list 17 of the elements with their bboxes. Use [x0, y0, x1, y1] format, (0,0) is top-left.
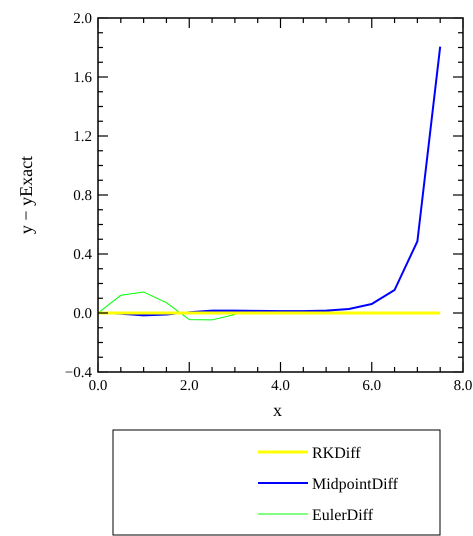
y-tick-label: 0.0: [73, 306, 92, 322]
legend-label: RKDiff: [312, 445, 362, 462]
x-tick-label: 0.0: [88, 378, 108, 394]
x-tick-label: 8.0: [454, 378, 472, 394]
legend-label: MidpointDiff: [312, 476, 399, 493]
x-tick-label: 2.0: [180, 378, 199, 394]
x-axis-title: x: [273, 400, 282, 420]
y-tick-label: 1.6: [73, 70, 92, 86]
y-tick-label: 0.8: [73, 188, 92, 204]
x-tick-label: 6.0: [362, 378, 382, 394]
y-tick-label: 2.0: [73, 11, 92, 27]
y-axis-title: y − yExact: [16, 156, 36, 234]
y-tick-label: −0.4: [64, 365, 92, 381]
legend-label: EulerDiff: [312, 507, 374, 524]
y-tick-label: 0.4: [73, 247, 92, 263]
y-tick-label: 1.2: [73, 129, 92, 145]
x-tick-label: 4.0: [271, 378, 290, 394]
